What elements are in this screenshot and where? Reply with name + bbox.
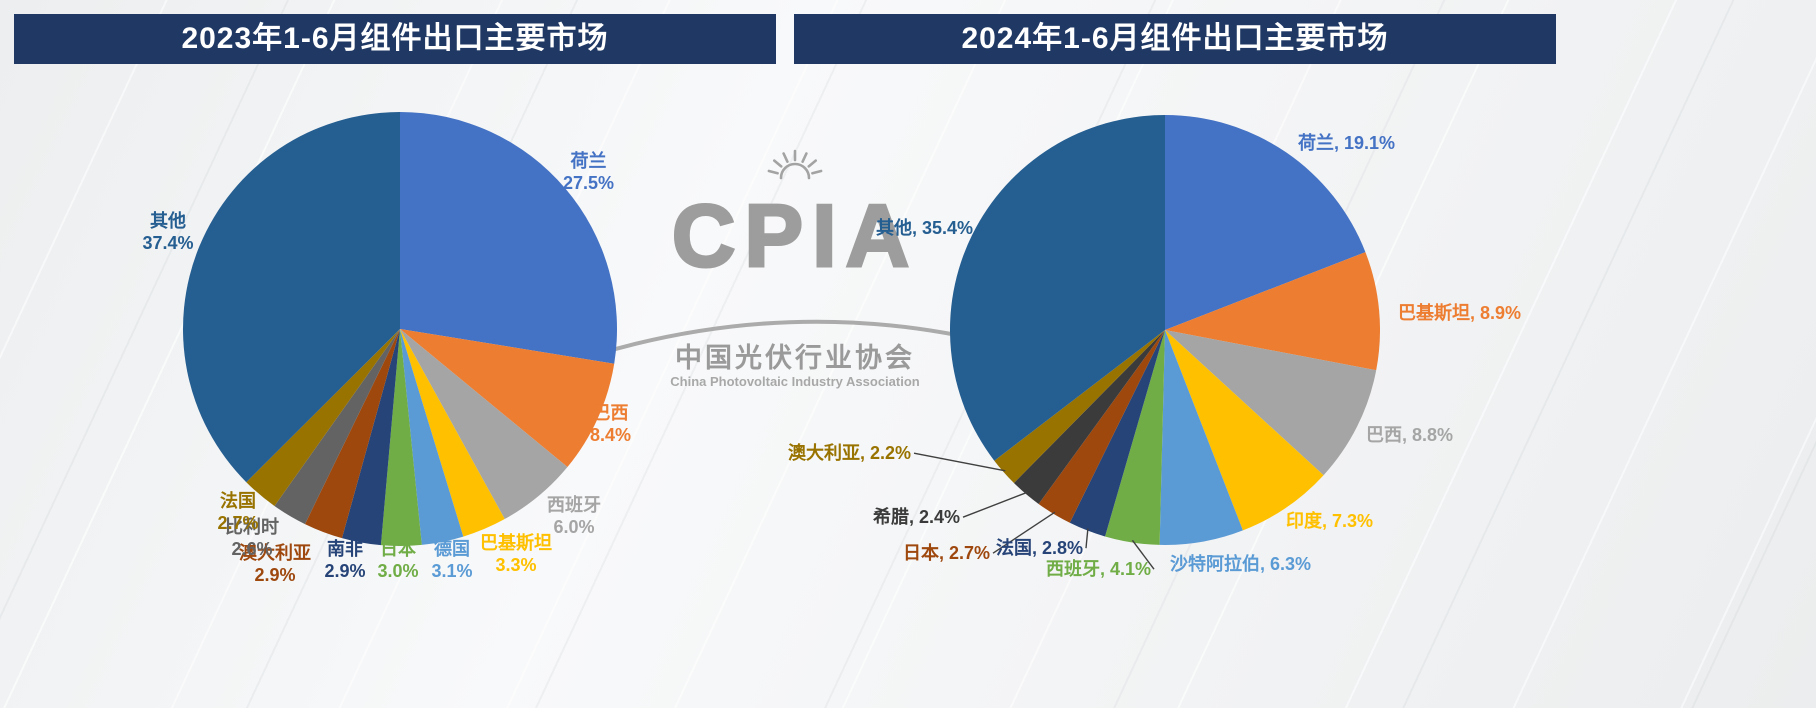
pie-label-巴基斯坦: 巴基斯坦, 8.9% bbox=[1398, 303, 1522, 323]
pie-label-日本: 日本, 2.7% bbox=[903, 543, 991, 563]
pie-slice-德国 bbox=[400, 329, 464, 545]
pie-slice-澳大利亚 bbox=[994, 330, 1165, 483]
pie-label-西班牙: 西班牙, 4.1% bbox=[1046, 559, 1152, 579]
sun-icon bbox=[767, 149, 823, 180]
pie-slice-南非 bbox=[341, 329, 400, 546]
pie-slice-希腊 bbox=[1013, 330, 1165, 504]
pie-slice-西班牙 bbox=[400, 329, 568, 520]
pie-label-希腊: 希腊, 2.4% bbox=[873, 507, 961, 527]
pie-label-澳大利亚: 澳大利亚, 2.2% bbox=[788, 443, 912, 463]
pie-slice-日本 bbox=[380, 329, 422, 546]
pie-slice-巴西 bbox=[400, 329, 615, 468]
pie-slice-比利时 bbox=[274, 329, 400, 525]
pie-chart-2024 bbox=[950, 115, 1380, 545]
pie-chart-2023 bbox=[183, 112, 617, 546]
pie-slice-其他 bbox=[950, 115, 1165, 461]
watermark-arc bbox=[587, 319, 1003, 359]
pie-slice-沙特阿拉伯 bbox=[1159, 330, 1243, 545]
pie-slice-日本 bbox=[1038, 330, 1165, 523]
chart-title-2023: 2023年1-6月组件出口主要市场 bbox=[14, 14, 776, 64]
pie-slice-荷兰 bbox=[400, 112, 617, 364]
pie-label-沙特阿拉伯: 沙特阿拉伯, 6.3% bbox=[1170, 554, 1312, 574]
pie-slice-巴基斯坦 bbox=[400, 329, 505, 537]
pie-slice-荷兰 bbox=[1165, 115, 1366, 330]
pie-slice-其他 bbox=[183, 112, 400, 483]
watermark-cn-name: 中国光伏行业协会 bbox=[675, 343, 915, 373]
pie-slice-巴基斯坦 bbox=[1165, 252, 1380, 371]
watermark-acronym: CPIA bbox=[670, 186, 919, 285]
pie-label-澳大利亚: 澳大利亚 2.9% bbox=[239, 543, 311, 586]
pie-slice-法国 bbox=[246, 329, 400, 506]
pie-slice-巴西 bbox=[1165, 330, 1377, 476]
chart-title-2024: 2024年1-6月组件出口主要市场 bbox=[794, 14, 1556, 64]
pie-slice-澳大利亚 bbox=[304, 329, 400, 539]
pie-slice-西班牙 bbox=[1105, 330, 1165, 545]
watermark-en-name: China Photovoltaic Industry Association bbox=[670, 374, 920, 389]
pie-slice-法国 bbox=[1069, 330, 1165, 537]
pie-slice-印度 bbox=[1165, 330, 1324, 531]
cpia-watermark: CPIA 中国光伏行业协会 China Photovoltaic Industr… bbox=[580, 128, 1010, 408]
